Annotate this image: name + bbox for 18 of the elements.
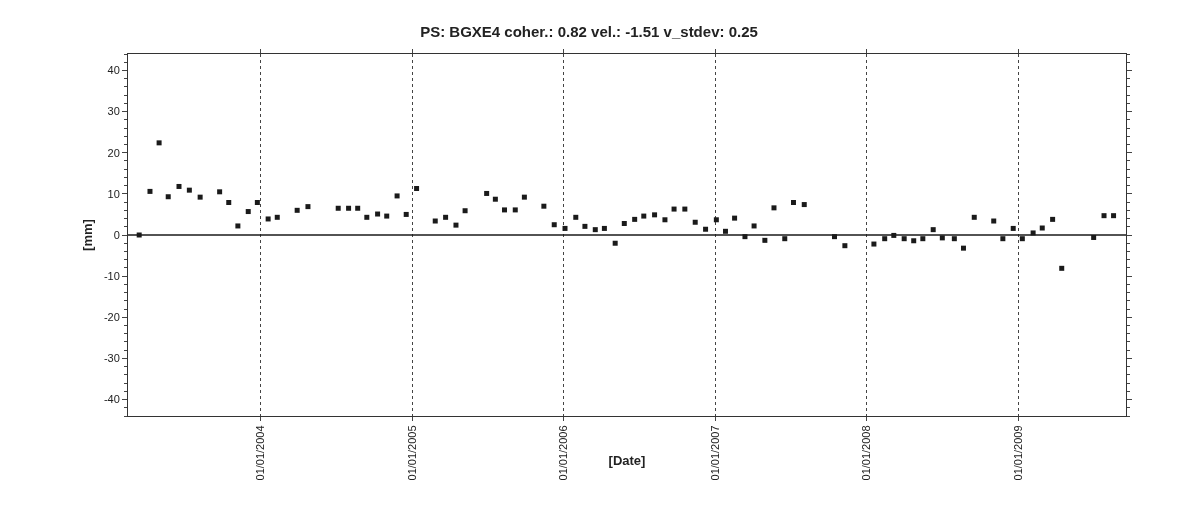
y-tick-label: 20 — [107, 146, 120, 159]
x-tick-label: 01/01/2006 — [557, 425, 570, 481]
x-tick-label: 01/01/2004 — [254, 425, 267, 481]
x-tick-label: 01/01/2005 — [406, 425, 419, 481]
x-tick-label: 01/01/2008 — [860, 425, 873, 481]
y-tick-label: -40 — [103, 393, 120, 406]
y-tick-label: -10 — [103, 269, 120, 282]
y-tick-label: 40 — [107, 64, 120, 77]
x-tick-label: 01/01/2007 — [708, 425, 721, 481]
y-tick-label: 30 — [107, 105, 120, 118]
y-tick-label: -30 — [103, 352, 120, 365]
y-tick-label: 10 — [107, 187, 120, 200]
chart-title: PS: BGXE4 coher.: 0.82 vel.: -1.51 v_stdev: 0.25 — [420, 22, 758, 40]
y-tick-label: 0 — [113, 228, 120, 241]
y-tick-label: -20 — [103, 311, 120, 324]
y-axis-title: [mm] — [80, 219, 95, 251]
x-tick-label: 01/01/2009 — [1011, 425, 1024, 481]
x-axis-title: [Date] — [608, 453, 646, 468]
